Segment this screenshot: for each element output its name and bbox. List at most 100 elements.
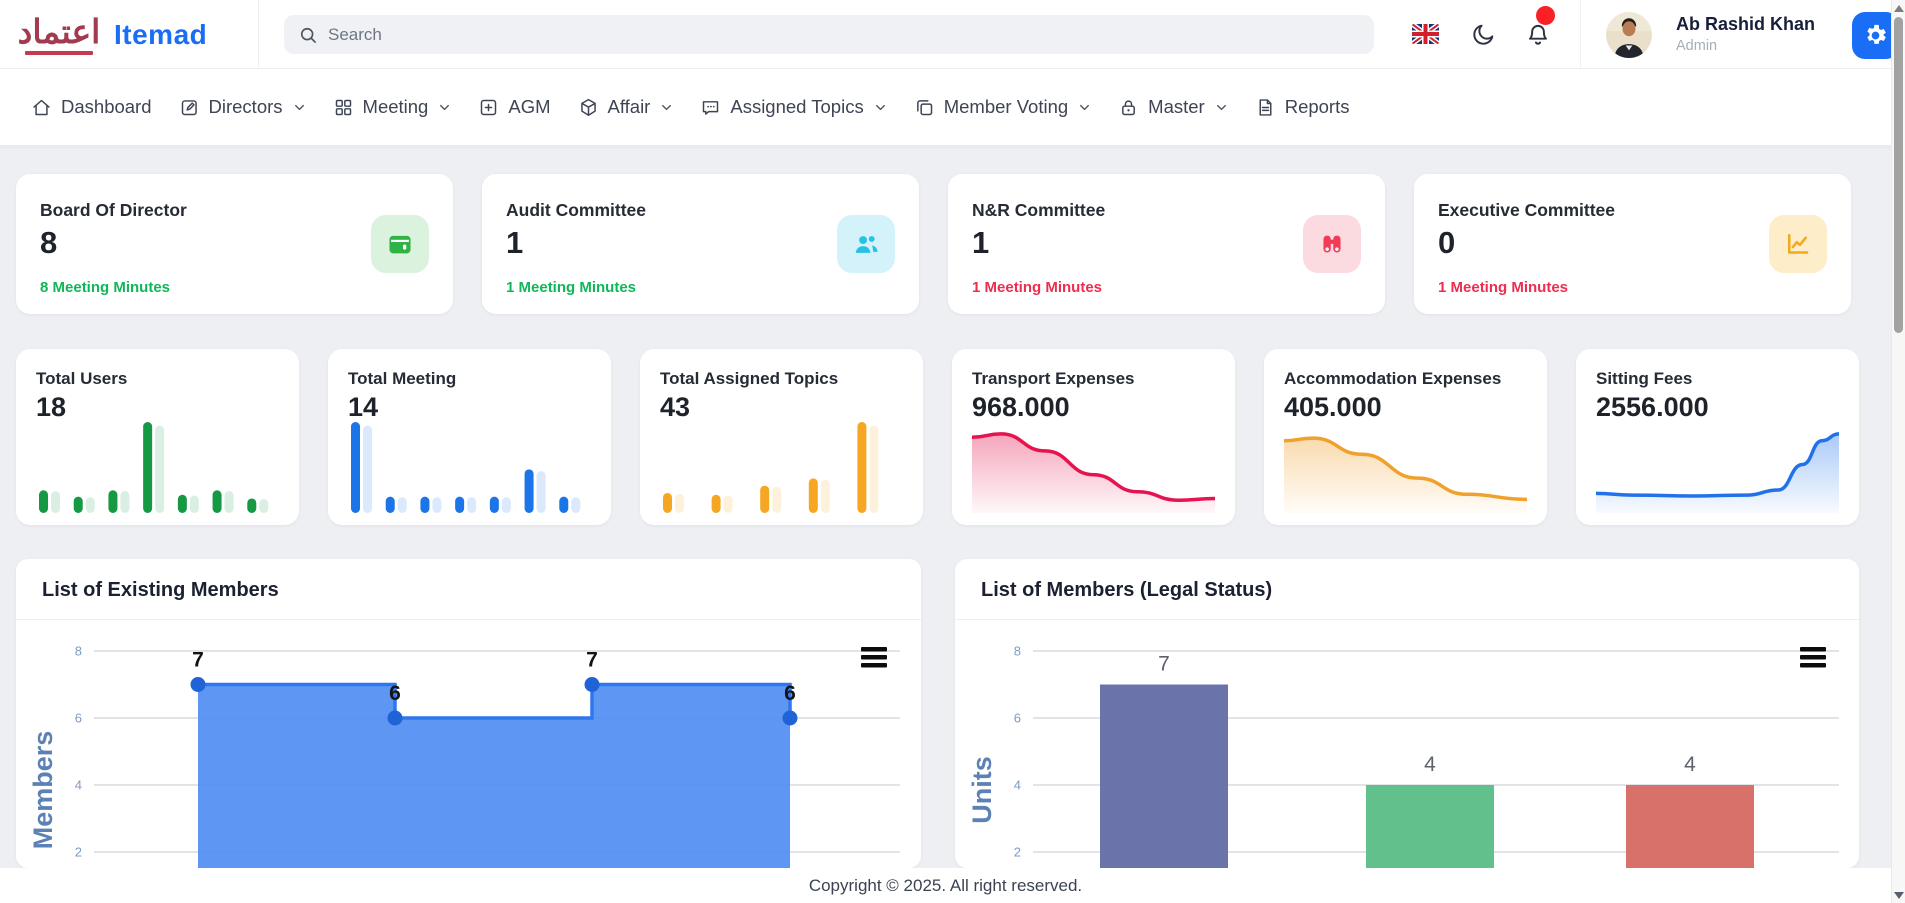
card-value: 14 [348,392,379,422]
existing-members-chart: 8 6 4 2 Members 7 6 7 6 [28,644,900,868]
committee-cards-row: Board Of Director 8 8 Meeting Minutes Audit… [16,174,1851,314]
card-icon-box [1303,215,1361,273]
search-input[interactable] [328,24,1360,45]
file-text-icon [1259,98,1272,116]
language-flag-icon[interactable] [1412,24,1439,44]
svg-text:Units: Units [967,756,997,824]
search-bar [284,15,1374,54]
stat-card: Total Assigned Topics 43 [640,349,923,525]
card-value: 1 [972,225,990,260]
svg-text:8: 8 [75,644,82,659]
svg-text:8: 8 [1014,644,1021,659]
caret-icon [1216,104,1226,110]
sparkline-chart [972,432,1215,513]
caret-icon [662,104,672,110]
nav-item-reports[interactable]: Reports [1255,96,1350,118]
svg-text:2: 2 [1014,845,1021,860]
committee-card: Audit Committee 1 1 Meeting Minutes [482,174,919,314]
people-icon [855,236,878,253]
card-title: Transport Expenses [972,369,1135,388]
itemad-logo: اعتماد [16,14,102,55]
dark-mode-moon-icon[interactable] [1470,22,1496,48]
chart-menu-icon[interactable] [861,655,887,660]
pencil-square-icon [181,99,197,115]
card-subtitle: 1 Meeting Minutes [972,279,1103,296]
chart-menu-icon[interactable] [1800,663,1826,668]
chart-menu-icon[interactable] [1800,647,1826,652]
card-value: 2556.000 [1596,392,1709,422]
nav-label: Reports [1284,96,1350,117]
nav-label: Assigned Topics [730,96,864,117]
notifications-bell-icon[interactable] [1525,22,1551,48]
nav-label: AGM [508,96,551,117]
panel-title: List of Members (Legal Status) [981,579,1273,601]
svg-text:7: 7 [586,649,598,672]
nav-item-member-voting[interactable]: Member Voting [914,96,1091,118]
nav-label: Meeting [362,96,429,117]
nav-item-directors[interactable]: Directors [179,96,306,118]
user-name: Ab Rashid Khan [1676,14,1816,34]
nav-item-agm[interactable]: AGM [478,96,551,118]
chart-menu-icon[interactable] [861,663,887,668]
committee-card: Executive Committee 0 1 Meeting Minutes [1414,174,1851,314]
chart-menu-icon[interactable] [861,647,887,652]
card-value: 8 [40,225,58,260]
card-subtitle: 1 Meeting Minutes [1438,279,1569,296]
nav-item-assigned-topics[interactable]: Assigned Topics [700,96,886,118]
nav-item-dashboard[interactable]: Dashboard [31,96,152,118]
search-icon [300,27,316,43]
nav-item-master[interactable]: Master [1118,96,1228,118]
main-navbar: Dashboard Directors Meeting AGM Affair Assign… [0,69,1905,146]
caret-icon [1080,104,1090,110]
card-title: Total Meeting [348,369,457,388]
brand[interactable]: اعتماد Itemad [0,0,259,69]
card-value: 1 [506,225,524,260]
grid-icon [335,99,351,115]
gear-icon [1867,24,1886,44]
card-subtitle: 1 Meeting Minutes [506,279,637,296]
nav-label: Master [1148,96,1205,117]
card-title: Audit Committee [506,200,646,220]
sparkline-chart [1284,436,1527,513]
card-title: Board Of Director [40,200,187,220]
stat-cards-row: Total Users 18 Total Meeting 14 Total Assign… [16,349,1859,525]
stat-card: Sitting Fees 2556.000 [1576,349,1859,525]
wallet-icon [389,235,411,254]
sparkline-chart [351,422,581,513]
card-title: Accommodation Expenses [1284,369,1502,388]
user-menu[interactable]: Ab Rashid Khan Admin [1676,12,1815,56]
copyright-text: Copyright © 2025. All right reserved. [808,875,1083,895]
scrollbar-up-arrow[interactable] [1894,5,1904,12]
committee-card: Board Of Director 8 8 Meeting Minutes [16,174,453,314]
legal-status-panel: List of Members (Legal Status) 8 6 4 2 Units… [955,559,1859,868]
user-avatar[interactable] [1606,12,1652,58]
logo-underline [25,51,93,55]
nav-item-meeting[interactable]: Meeting [333,96,452,118]
card-icon-box [371,215,429,273]
card-title: N&R Committee [972,200,1106,220]
svg-text:4: 4 [75,778,82,793]
caret-icon [875,104,885,110]
header-divider [1580,0,1581,69]
card-value: 968.000 [972,392,1070,422]
nav-label: Dashboard [61,96,152,117]
card-title: Total Users [36,369,128,388]
sparkline-chart [39,422,269,513]
scrollbar-down-arrow[interactable] [1894,892,1904,899]
chart-menu-icon[interactable] [1800,655,1826,660]
svg-text:Members: Members [28,731,58,850]
svg-text:6: 6 [1014,711,1021,726]
card-value: 405.000 [1284,392,1382,422]
nav-item-affair[interactable]: Affair [578,96,674,118]
logo-arabic-text: اعتماد [17,13,101,50]
user-role: Admin [1676,38,1718,54]
svg-text:6: 6 [389,682,401,705]
plus-square-icon [481,99,497,115]
legal-status-chart: 8 6 4 2 Units 7 4 4 [967,644,1839,868]
panel-divider [955,619,1859,620]
svg-text:6: 6 [75,711,82,726]
notification-badge [1536,6,1555,25]
header: اعتماد Itemad Ab Rashid Khan [0,0,1905,69]
nav-label: Directors [208,96,283,117]
scrollbar-thumb[interactable] [1894,17,1903,333]
